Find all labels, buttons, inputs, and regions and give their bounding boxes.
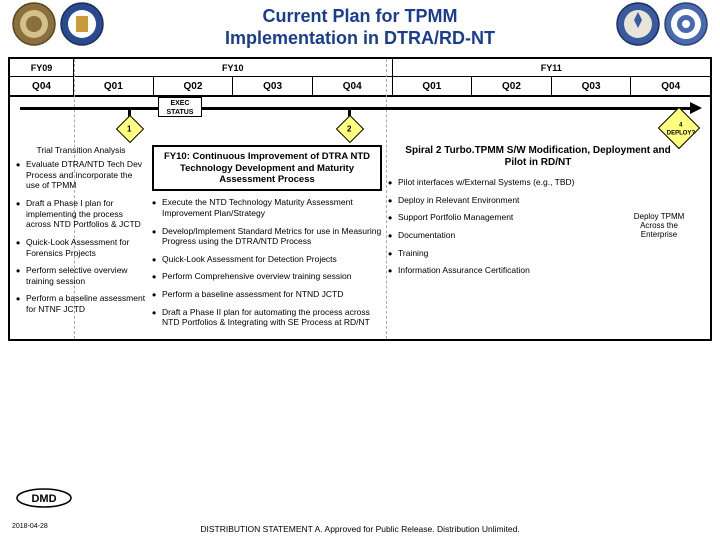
- timeline-arrow: [20, 107, 692, 110]
- seal-right-1: [616, 2, 660, 46]
- col1-list: Evaluate DTRA/NTD Tech Dev Process and i…: [16, 159, 146, 315]
- quarter-row: Q04 Q01 Q02 Q03 Q04 Q01 Q02 Q03 Q04: [10, 77, 710, 97]
- exec-status-box: EXEC STATUS: [158, 97, 202, 117]
- list-item: Perform a baseline assessment for NTND J…: [152, 289, 382, 300]
- seal-left-1: [12, 2, 56, 46]
- column-1: Trial Transition Analysis Evaluate DTRA/…: [16, 145, 146, 335]
- col1-heading: Trial Transition Analysis: [16, 145, 146, 155]
- spiral-heading: Spiral 2 Turbo.TPMM S/W Modification, De…: [388, 145, 688, 169]
- list-item: Develop/Implement Standard Metrics for u…: [152, 226, 382, 247]
- list-item: Documentation: [388, 230, 688, 241]
- dmd-logo: DMD: [16, 488, 72, 510]
- list-item: Draft a Phase II plan for automating the…: [152, 307, 382, 328]
- footer: DMD 2018-04-28 DISTRIBUTION STATEMENT A.…: [0, 524, 720, 534]
- list-item: Quick-Look Assessment for Forensics Proj…: [16, 237, 146, 258]
- seal-left-2: [60, 2, 104, 46]
- list-item: Perform selective overview training sess…: [16, 265, 146, 286]
- list-item: Quick-Look Assessment for Detection Proj…: [152, 254, 382, 265]
- fy10-header: FY10: [74, 59, 393, 76]
- diamond-1-label: 1: [120, 120, 138, 140]
- fy-header-row: FY09 FY10 FY11: [10, 59, 710, 77]
- svg-text:DMD: DMD: [31, 493, 56, 505]
- list-item: Support Portfolio Management: [388, 212, 688, 223]
- q-cell: Q01: [74, 77, 154, 95]
- list-item: Draft a Phase I plan for implementing th…: [16, 198, 146, 230]
- column-3: Deploy TPMM Across the Enterprise Spiral…: [388, 145, 688, 335]
- list-item: Perform a baseline assessment for NTNF J…: [16, 293, 146, 314]
- fy10-box: FY10: Continuous Improvement of DTRA NTD…: [152, 145, 382, 191]
- content-columns: Trial Transition Analysis Evaluate DTRA/…: [10, 133, 710, 339]
- list-item: Execute the NTD Technology Maturity Asse…: [152, 197, 382, 218]
- q-cell: Q02: [154, 77, 234, 95]
- list-item: Pilot interfaces w/External Systems (e.g…: [388, 177, 688, 188]
- title-line-1: Current Plan for TPMM: [262, 6, 457, 26]
- col2-list: Execute the NTD Technology Maturity Asse…: [152, 197, 382, 328]
- title-line-2: Implementation in DTRA/RD-NT: [225, 28, 495, 48]
- diamond-2-label: 2: [340, 120, 358, 140]
- seal-right-2: [664, 2, 708, 46]
- list-item: Perform Comprehensive overview training …: [152, 271, 382, 282]
- q-cell: Q01: [393, 77, 473, 95]
- list-item: Training: [388, 248, 688, 259]
- q-cell: Q04: [10, 77, 74, 95]
- q-cell: Q03: [552, 77, 632, 95]
- fy09-header: FY09: [10, 59, 74, 76]
- footer-date: 2018-04-28: [12, 523, 48, 530]
- q-cell: Q03: [233, 77, 313, 95]
- list-item: Information Assurance Certification: [388, 265, 688, 276]
- header: Current Plan for TPMM Implementation in …: [0, 0, 720, 53]
- timeline: FY09 FY10 FY11 Q04 Q01 Q02 Q03 Q04 Q01 Q…: [8, 57, 712, 341]
- page-title: Current Plan for TPMM Implementation in …: [0, 6, 720, 49]
- list-item: Deploy in Relevant Environment: [388, 195, 688, 206]
- distribution-statement: DISTRIBUTION STATEMENT A. Approved for P…: [0, 524, 720, 534]
- fy11-header: FY11: [393, 59, 711, 76]
- list-item: Evaluate DTRA/NTD Tech Dev Process and i…: [16, 159, 146, 191]
- q-cell: Q02: [472, 77, 552, 95]
- column-2: FY10: Continuous Improvement of DTRA NTD…: [152, 145, 382, 335]
- diamond-4-label: 4 DEPLOY?: [667, 115, 695, 138]
- q-cell: Q04: [313, 77, 393, 95]
- arrow-row: EXEC STATUS 1 2 4 DEPLOY?: [10, 97, 710, 133]
- q-cell: Q04: [631, 77, 710, 95]
